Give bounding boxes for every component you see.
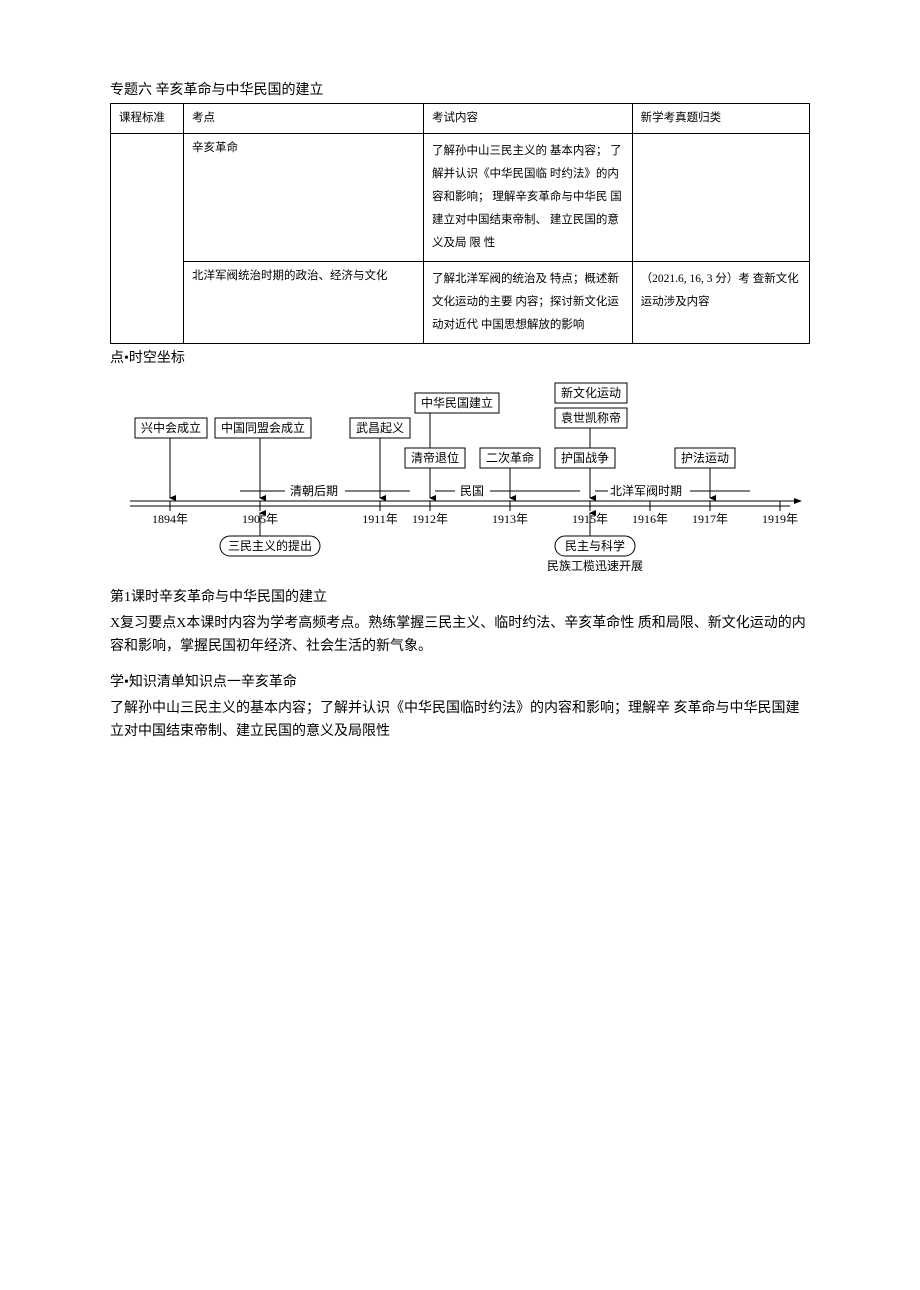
event-box: 护法运动 (681, 451, 729, 465)
cell-exam (632, 134, 809, 262)
th-exam: 新学考真题归类 (632, 104, 809, 134)
event-box: 袁世凯称帝 (561, 410, 621, 425)
period-label: 北洋军阀时期 (610, 483, 682, 498)
bottom-event: 三民主义的提出 (228, 538, 312, 553)
event-box: 二次革命 (486, 450, 534, 465)
year-label: 1917年 (692, 512, 728, 526)
table-row: 北洋军阀统治时期的政治、经济与文化 了解北洋军阀的统治及 特点；概述新文化运动的… (111, 262, 810, 344)
event-box: 兴中会成立 (141, 420, 201, 435)
year-label: 1913年 (492, 512, 528, 526)
event-box: 清帝退位 (411, 450, 459, 465)
section-knowledge-label: 学•知识清单知识点一辛亥革命 (110, 672, 810, 694)
year-label: 1911年 (362, 512, 398, 526)
timeline-svg: 1894年 1905年 1911年 1912年 1913年 1915年 1916… (110, 373, 810, 573)
th-content: 考试内容 (423, 104, 632, 134)
page-title: 专题六 辛亥革命与中华民国的建立 (110, 80, 810, 101)
year-label: 1919年 (762, 512, 798, 526)
lesson-title: 第1课时辛亥革命与中华民国的建立 (110, 587, 810, 609)
section-timeline-label: 点•时空坐标 (110, 348, 810, 369)
th-topic: 考点 (184, 104, 424, 134)
period-label: 民国 (460, 484, 484, 498)
event-box: 中国同盟会成立 (221, 420, 305, 435)
bottom-event: 民主与科学 (565, 538, 625, 553)
timeline-diagram: 1894年 1905年 1911年 1912年 1913年 1915年 1916… (110, 373, 810, 579)
event-box: 武昌起义 (356, 421, 404, 435)
review-points: X复习要点X本课时内容为学考高频考点。熟练掌握三民主义、临时约法、辛亥革命性 质… (110, 613, 810, 658)
table-row: 辛亥革命 了解孙中山三民主义的 基本内容； 了解并认识《中华民国临 时约法》的内… (111, 134, 810, 262)
cell-exam: （2021.6, 16, 3 分）考 查新文化运动涉及内容 (632, 262, 809, 344)
year-label: 1894年 (152, 512, 188, 526)
cell-topic: 辛亥革命 (184, 134, 424, 262)
cell-content: 了解孙中山三民主义的 基本内容； 了解并认识《中华民国临 时约法》的内容和影响；… (423, 134, 632, 262)
table-header-row: 课程标准 考点 考试内容 新学考真题归类 (111, 104, 810, 134)
cell-content: 了解北洋军阀的统治及 特点；概述新文化运动的主要 内容；探讨新文化运动对近代 中… (423, 262, 632, 344)
knowledge-text: 了解孙中山三民主义的基本内容；了解并认识《中华民国临时约法》的内容和影响；理解辛… (110, 698, 810, 743)
event-box: 护国战争 (561, 451, 609, 465)
cell-standard (111, 134, 184, 344)
standards-table: 课程标准 考点 考试内容 新学考真题归类 辛亥革命 了解孙中山三民主义的 基本内… (110, 103, 810, 344)
period-label: 清朝后期 (290, 484, 338, 498)
th-standard: 课程标准 (111, 104, 184, 134)
timeline-footnote: 民族工榄迅速开展 (547, 559, 643, 573)
cell-topic: 北洋军阀统治时期的政治、经济与文化 (184, 262, 424, 344)
year-label: 1916年 (632, 512, 668, 526)
event-box: 中华民国建立 (421, 395, 493, 410)
event-box: 新文化运动 (561, 385, 621, 400)
year-label: 1912年 (412, 512, 448, 526)
